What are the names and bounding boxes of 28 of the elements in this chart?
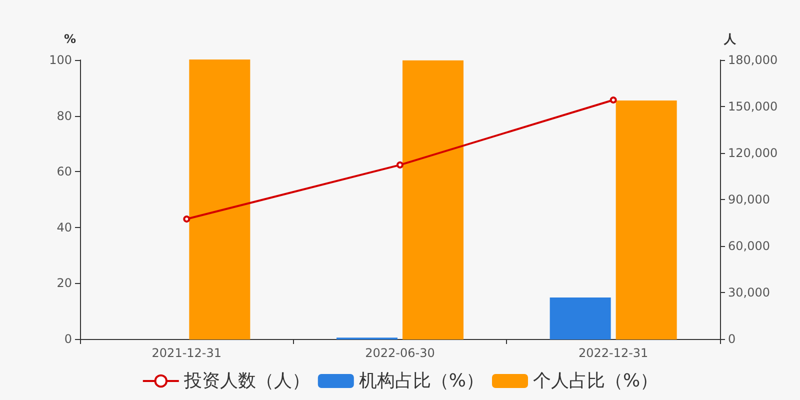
point: [396, 161, 404, 168]
bar: [189, 60, 250, 340]
y2-tick-label: 30,000: [728, 286, 770, 300]
legend-label: 机构占比（%）: [358, 370, 484, 392]
y-tick-label: 80: [56, 108, 72, 123]
x-tick-label: 2021-12-31: [152, 346, 222, 360]
legend-label: 投资人数（人）: [182, 370, 310, 392]
x-tick-label: 2022-12-31: [578, 346, 648, 360]
legend-label: 个人占比（%）: [533, 370, 658, 392]
y-tick-label: 60: [56, 164, 72, 179]
y-tick-label: 100: [49, 53, 72, 67]
x-tick-label: 2022-06-30: [365, 346, 435, 360]
y2-tick-label: 60,000: [728, 239, 770, 253]
point: [183, 216, 190, 223]
y-tick-label: 20: [56, 276, 72, 290]
bar: [550, 297, 611, 340]
y2-axis-title: 人: [723, 32, 737, 46]
y2-tick-label: 0: [728, 332, 736, 346]
y2-tick-label: 120,000: [728, 146, 778, 160]
y-axis-title: %: [64, 32, 76, 46]
point: [610, 96, 617, 104]
bar: [616, 100, 677, 340]
bar: [402, 60, 464, 340]
y2-tick-label: 180,000: [728, 53, 778, 67]
y2-tick-label: 90,000: [728, 192, 770, 206]
y-tick-label: 40: [56, 220, 72, 234]
y-tick-label: 0: [64, 332, 72, 346]
y2-tick-label: 150,000: [728, 100, 778, 114]
